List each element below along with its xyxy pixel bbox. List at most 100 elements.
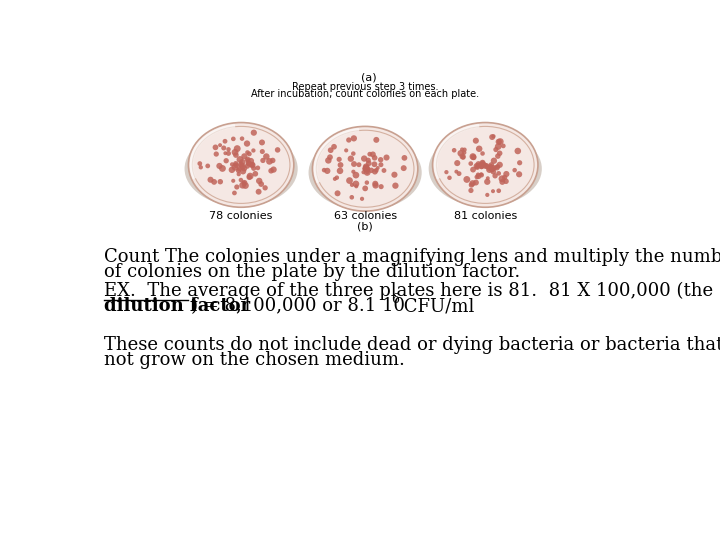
Circle shape <box>234 184 240 190</box>
Circle shape <box>480 172 483 176</box>
Circle shape <box>351 151 356 156</box>
Circle shape <box>260 158 266 163</box>
Circle shape <box>517 160 522 165</box>
Circle shape <box>513 168 517 172</box>
Circle shape <box>231 179 235 183</box>
Circle shape <box>348 156 354 162</box>
Circle shape <box>372 181 378 187</box>
Circle shape <box>484 179 490 185</box>
Circle shape <box>364 165 369 171</box>
Circle shape <box>244 140 251 147</box>
Text: 81 colonies: 81 colonies <box>454 211 517 221</box>
Circle shape <box>221 145 226 151</box>
Circle shape <box>270 158 276 163</box>
Circle shape <box>217 179 223 185</box>
Circle shape <box>447 176 451 180</box>
Circle shape <box>197 161 202 166</box>
Circle shape <box>251 130 257 136</box>
Circle shape <box>486 176 490 180</box>
Circle shape <box>363 166 369 172</box>
Circle shape <box>233 152 239 158</box>
Circle shape <box>216 163 222 169</box>
Circle shape <box>325 157 332 164</box>
Circle shape <box>503 179 509 184</box>
Ellipse shape <box>312 126 418 211</box>
Circle shape <box>459 153 466 159</box>
Circle shape <box>470 167 476 172</box>
Circle shape <box>246 161 251 165</box>
Circle shape <box>247 151 252 156</box>
Circle shape <box>470 154 477 160</box>
Circle shape <box>362 186 368 191</box>
Circle shape <box>482 163 488 169</box>
Circle shape <box>233 161 238 166</box>
Circle shape <box>242 182 249 189</box>
Circle shape <box>495 139 502 145</box>
Circle shape <box>382 168 387 173</box>
Circle shape <box>364 180 369 185</box>
Circle shape <box>238 162 244 167</box>
Text: not grow on the chosen medium.: not grow on the chosen medium. <box>104 351 405 369</box>
Circle shape <box>497 138 504 145</box>
Circle shape <box>487 165 492 171</box>
Circle shape <box>370 151 376 157</box>
Circle shape <box>269 168 274 173</box>
Circle shape <box>468 188 474 193</box>
Circle shape <box>245 164 250 168</box>
Circle shape <box>233 163 239 168</box>
Circle shape <box>363 164 369 170</box>
Circle shape <box>246 160 252 166</box>
Circle shape <box>372 161 377 167</box>
Circle shape <box>232 149 238 156</box>
Circle shape <box>346 137 351 143</box>
Circle shape <box>497 161 503 168</box>
Circle shape <box>460 147 464 152</box>
Circle shape <box>497 151 503 156</box>
Circle shape <box>493 147 498 152</box>
Circle shape <box>260 149 265 154</box>
Circle shape <box>483 163 487 167</box>
Circle shape <box>351 161 357 167</box>
Circle shape <box>471 155 476 160</box>
Ellipse shape <box>184 131 297 206</box>
Text: 78 colonies: 78 colonies <box>210 211 273 221</box>
Circle shape <box>392 183 399 189</box>
Circle shape <box>223 151 228 155</box>
Circle shape <box>238 178 243 183</box>
Circle shape <box>240 137 244 141</box>
Circle shape <box>496 188 501 193</box>
Circle shape <box>367 152 372 157</box>
Circle shape <box>469 153 476 160</box>
Circle shape <box>489 134 495 140</box>
Circle shape <box>328 147 333 153</box>
Text: 63 colonies: 63 colonies <box>333 211 397 221</box>
Circle shape <box>258 181 264 187</box>
Circle shape <box>503 171 510 177</box>
Circle shape <box>372 155 377 160</box>
Text: EX.  The average of the three plates here is 81.  81 X 100,000 (the: EX. The average of the three plates here… <box>104 282 713 300</box>
Circle shape <box>337 167 343 174</box>
Circle shape <box>461 155 466 160</box>
Circle shape <box>263 153 269 160</box>
Circle shape <box>486 166 493 173</box>
Circle shape <box>199 165 203 170</box>
Circle shape <box>322 168 326 172</box>
Circle shape <box>251 148 256 153</box>
Circle shape <box>500 179 505 185</box>
Circle shape <box>402 155 408 161</box>
Circle shape <box>239 163 244 167</box>
Circle shape <box>372 183 379 188</box>
Circle shape <box>205 164 210 168</box>
Circle shape <box>236 168 241 173</box>
Circle shape <box>366 158 371 163</box>
Circle shape <box>253 171 258 177</box>
Text: ) = 8,100,000 or 8.1 10: ) = 8,100,000 or 8.1 10 <box>191 298 405 315</box>
Circle shape <box>490 165 496 171</box>
Circle shape <box>237 172 241 176</box>
Circle shape <box>247 173 253 179</box>
Circle shape <box>259 139 265 145</box>
Circle shape <box>256 189 261 194</box>
Circle shape <box>444 170 449 174</box>
Text: After incubation, count colonies on each plate.: After incubation, count colonies on each… <box>251 90 480 99</box>
Circle shape <box>490 167 495 172</box>
